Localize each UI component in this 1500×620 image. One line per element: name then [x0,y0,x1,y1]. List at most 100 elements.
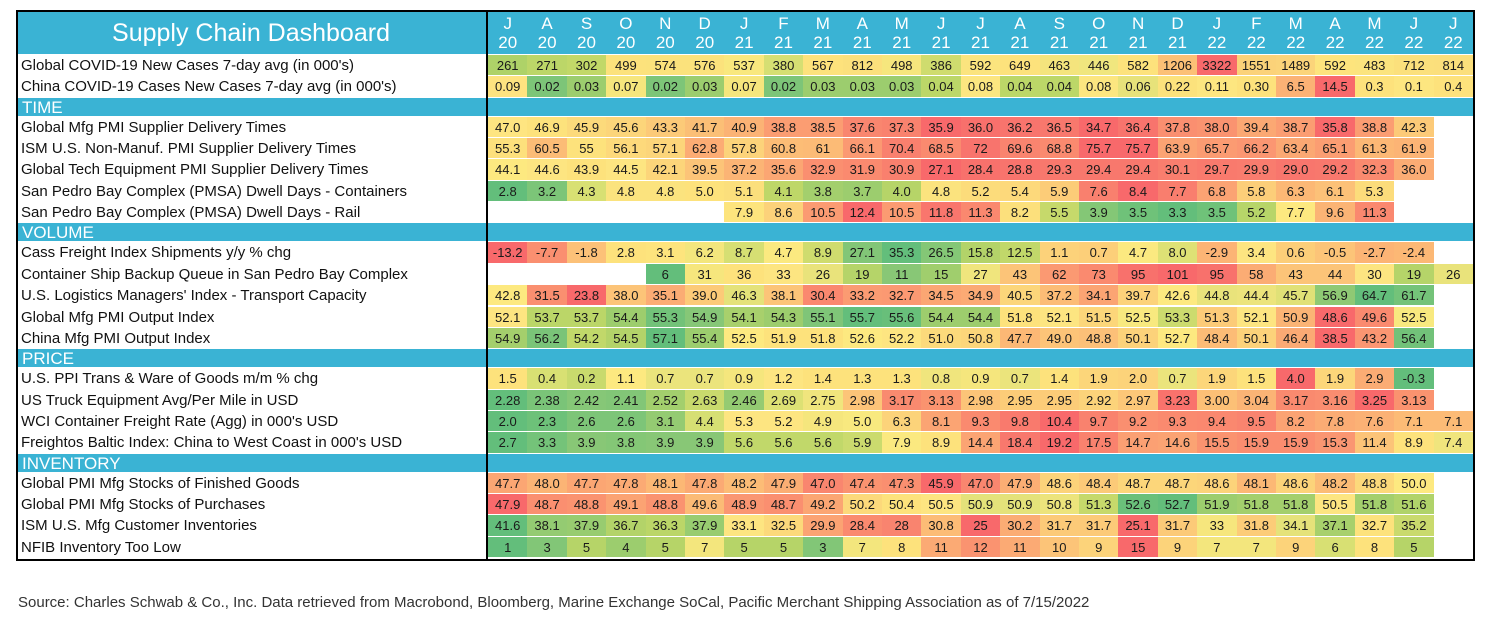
heatmap-cell: 55.7 [842,306,882,327]
heatmap-cell: 1.4 [1039,368,1079,389]
heatmap-cell: 7 [842,536,882,557]
heatmap-cell: 4.8 [645,180,685,202]
heatmap-cell: 1.2 [763,368,804,389]
heatmap-cell: 75.7 [1079,138,1119,159]
heatmap-cell: 3.8 [803,180,843,202]
heatmap-cell: 37.6 [842,116,882,138]
heatmap-cell: 7.7 [1157,180,1198,202]
heatmap-cell: 32.3 [1354,159,1395,180]
heatmap-cell: 7 [1236,536,1276,557]
heatmap-cell: 29.9 [803,515,843,536]
heatmap-cell: 3.3 [1157,202,1198,223]
heatmap-cell: 41.7 [685,116,725,138]
heatmap-cell: 5.2 [1236,202,1276,223]
section-header: TIME [18,97,1473,117]
heatmap-cell: 3.7 [842,180,882,202]
heatmap-cell: 3.9 [685,432,725,453]
heatmap-cell: 52.5 [1394,306,1434,327]
heatmap-cell: 51.8 [1276,493,1316,515]
heatmap-cell: 41.6 [488,515,528,536]
heatmap-cell: 47.0 [803,472,843,493]
heatmap-cell: 3.1 [645,410,685,432]
heatmap-cell: 43.2 [1354,327,1395,349]
heatmap-cell: 6.8 [1197,180,1237,202]
heatmap-cell [646,202,685,222]
heatmap-cell: 3.25 [1354,389,1395,410]
heatmap-cell: 576 [685,55,725,76]
heatmap-cell: 1.3 [882,368,922,389]
row-label: Global Mfg PMI Supplier Delivery Times [21,118,287,136]
heatmap-cell: 29.9 [1236,159,1276,180]
heatmap-cell: 37.8 [1157,116,1198,138]
heatmap-cell: 55.6 [882,306,922,327]
heatmap-cell: 51.9 [1197,493,1237,515]
heatmap-cell: 0.4 [527,368,567,389]
heatmap-cell: 47.0 [488,116,528,138]
heatmap-cell: 5 [763,536,804,557]
heatmap-cell: 48.9 [724,493,764,515]
heatmap-cell: 54.5 [606,327,646,349]
heatmap-cell: 42.8 [488,285,528,306]
heatmap-cell: 64.7 [1354,285,1395,306]
heatmap-cell: 31.7 [1157,515,1198,536]
heatmap-cell: 1206 [1157,55,1198,76]
heatmap-cell: 19 [842,263,882,285]
heatmap-cell: 38.1 [763,285,804,306]
supply-chain-dashboard-table: Supply Chain Dashboard J 20 A 20 S 20 O 20 N 20 D 2… [16,10,1475,561]
column-header: D 21 [1157,12,1198,54]
heatmap-cell [1434,285,1473,305]
heatmap-cell: 50.8 [960,327,1001,349]
heatmap-cell: 61 [803,138,843,159]
heatmap-cell: 10 [1039,536,1079,557]
section-label: TIME [22,97,63,117]
heatmap-cell: 34.7 [1079,116,1119,138]
table-row: Global Mfg PMI Output Index 52.1 53.7 53.7 5… [18,306,1473,327]
heatmap-cell: 7.1 [1394,410,1434,432]
heatmap-cell: 12.5 [1000,242,1040,263]
heatmap-cell: 28.4 [960,159,1001,180]
heatmap-cell: 47.8 [606,472,646,493]
heatmap-cell: 47.8 [685,472,725,493]
heatmap-cell: 26 [1433,263,1473,285]
heatmap-cell: 3.9 [566,432,607,453]
heatmap-cell: 7.9 [882,432,922,453]
heatmap-cell: 46.9 [527,116,567,138]
heatmap-cell: 0.03 [842,76,882,97]
column-header: N 21 [1118,12,1158,54]
heatmap-cell: 2.28 [488,389,528,410]
heatmap-cell: 95 [1118,263,1158,285]
heatmap-cell: 57.1 [645,327,685,349]
heatmap-cell: 0.06 [1118,76,1158,97]
heatmap-cell: 52.6 [1118,493,1158,515]
table-row: Global Mfg PMI Supplier Delivery Times 47… [18,116,1473,138]
heatmap-cell: 53.3 [1157,306,1198,327]
table-row: ISM U.S. Non-Manuf. PMI Supplier Deliver… [18,138,1473,159]
heatmap-cell: 3322 [1197,55,1237,76]
heatmap-cell: 1.3 [842,368,882,389]
heatmap-cell: 37.9 [685,515,725,536]
heatmap-cell: 30.2 [1000,515,1040,536]
heatmap-cell [488,264,527,284]
heatmap-cell: 39.5 [685,159,725,180]
heatmap-cell: 2.8 [488,180,528,202]
heatmap-cell: 6 [1315,536,1355,557]
heatmap-cell [606,202,645,222]
heatmap-cell: 4.3 [566,180,607,202]
heatmap-cell: 29.0 [1276,159,1316,180]
heatmap-cell: 52.5 [1118,306,1158,327]
heatmap-cell: 33 [1197,515,1237,536]
column-header: A 22 [1315,12,1355,54]
heatmap-cell: 567 [803,55,843,76]
heatmap-cell: 40.9 [724,116,764,138]
heatmap-cell: 1.9 [1079,368,1119,389]
row-label: China COVID-19 Cases New Cases 7-day avg… [21,78,397,96]
heatmap-cell: 6.1 [1315,180,1355,202]
heatmap-cell: 12.4 [842,202,882,223]
heatmap-cell: 11.3 [1354,202,1395,223]
heatmap-cell: 48.8 [1079,327,1119,349]
column-header: J 21 [921,12,961,54]
heatmap-cell: 37.2 [1039,285,1079,306]
heatmap-cell: 36.4 [1118,116,1158,138]
heatmap-cell: 47.9 [1000,472,1040,493]
column-header: F 21 [763,12,804,54]
